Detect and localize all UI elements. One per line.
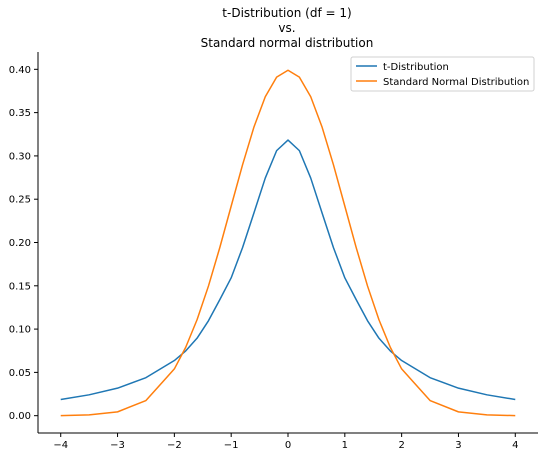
y-tick-label: 0.40 [9, 65, 31, 76]
x-axis-ticks: −4 −3 −2 −1 0 1 2 3 4 [53, 433, 518, 451]
x-tick-label: 4 [512, 440, 518, 451]
y-tick-label: 0.20 [9, 238, 31, 249]
x-tick-label: 1 [342, 440, 348, 451]
chart-title-line-3: Standard normal distribution [201, 36, 374, 50]
legend-frame [350, 56, 535, 92]
y-tick-label: 0.15 [9, 281, 31, 292]
x-tick-label: −3 [110, 440, 125, 451]
y-axis-ticks: 0.00 0.05 0.10 0.15 0.20 0.25 0.30 0.35 0.40 [9, 65, 38, 422]
x-tick-label: 3 [455, 440, 461, 451]
y-tick-label: 0.05 [9, 368, 31, 379]
x-tick-label: 0 [285, 440, 291, 451]
chart-title-line-2: vs. [278, 21, 295, 35]
legend-label-standard-normal: Standard Normal Distribution [383, 77, 529, 88]
y-tick-label: 0.30 [9, 151, 31, 162]
legend-label-t-distribution: t-Distribution [383, 62, 449, 73]
series-line-0 [60, 139, 516, 401]
y-tick-label: 0.35 [9, 108, 31, 119]
x-tick-label: −4 [53, 440, 68, 451]
y-tick-label: 0.25 [9, 195, 31, 206]
series-group [60, 69, 516, 417]
x-tick-label: 2 [398, 440, 404, 451]
chart-title: t-Distribution (df = 1) vs. Standard nor… [201, 6, 374, 50]
y-tick-label: 0.10 [9, 325, 31, 336]
series-line-1 [60, 69, 516, 417]
chart-title-line-1: t-Distribution (df = 1) [222, 6, 351, 20]
x-tick-label: −1 [224, 440, 239, 451]
x-tick-label: −2 [167, 440, 182, 451]
legend: t-Distribution Standard Normal Distribut… [350, 56, 535, 92]
y-tick-label: 0.00 [9, 411, 31, 422]
